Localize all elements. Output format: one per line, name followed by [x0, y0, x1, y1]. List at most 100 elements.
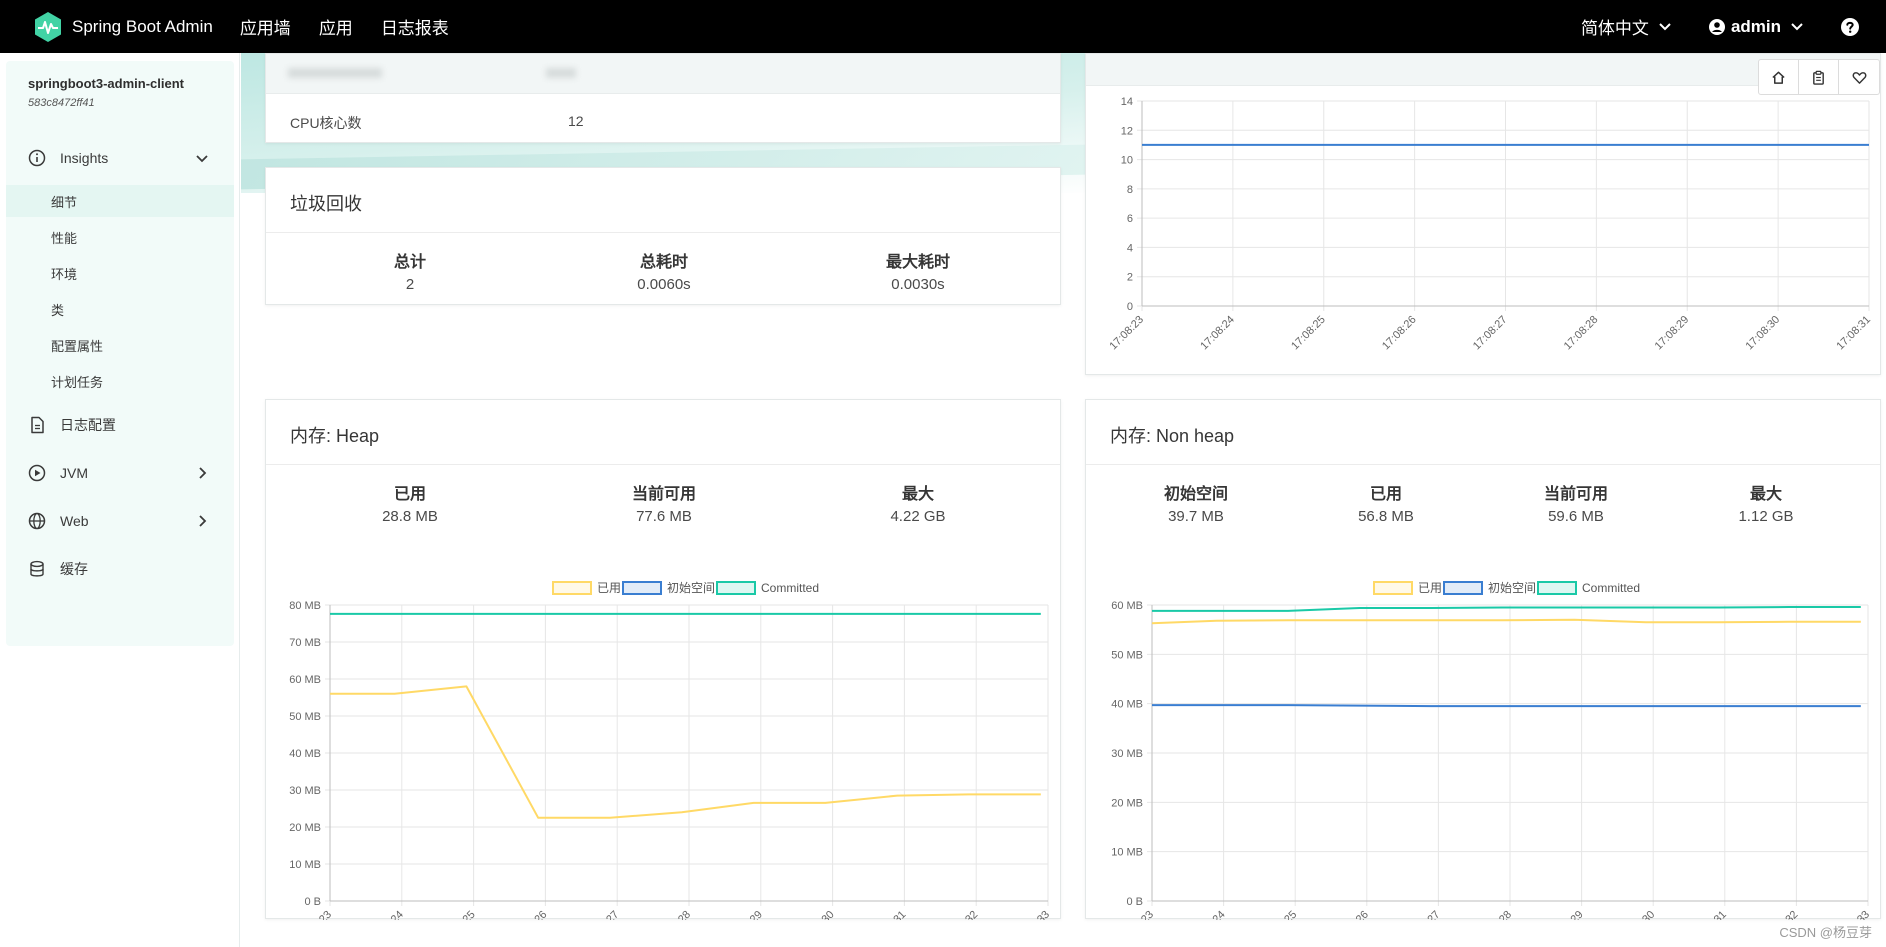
y-tick-label: 20 MB: [1111, 797, 1143, 809]
x-tick-label: 17:08:29: [1547, 909, 1586, 920]
y-tick-label: 30 MB: [1111, 748, 1143, 760]
legend-swatch: [1443, 581, 1483, 595]
sidebar-item-cache[interactable]: 缓存: [6, 549, 234, 589]
series-line-已用: [330, 685, 1041, 819]
health-button[interactable]: [1839, 60, 1879, 94]
y-tick-label: 4: [1127, 242, 1133, 254]
sidebar-item-config-props[interactable]: 配置属性: [51, 338, 104, 354]
home-button[interactable]: [1759, 60, 1799, 94]
sidebar-group-label: Web: [60, 513, 89, 529]
legend-label: 初始空间: [1488, 581, 1536, 595]
nav-link-applications[interactable]: 应用: [318, 19, 353, 38]
stat-value: 59.6 MB: [1548, 508, 1604, 525]
play-circle-icon: [28, 464, 46, 482]
y-tick-label: 12: [1121, 125, 1133, 137]
x-tick-label: 17:08:26: [1332, 909, 1371, 920]
question-circle-icon: [1841, 17, 1859, 36]
y-tick-label: 80 MB: [289, 600, 321, 612]
x-tick-label: 17:08:24: [367, 909, 406, 920]
y-tick-label: 8: [1127, 184, 1133, 196]
x-tick-label: 17:08:30: [798, 909, 837, 920]
nonheap-stat-max: 最大 1.12 GB: [1666, 480, 1866, 525]
stat-label: 已用: [1369, 486, 1402, 503]
chevron-down-icon: [1791, 22, 1803, 30]
threads-chart: 17:08:23 17:08:24 17:08:25 17:08:26 17:08:27…: [1107, 96, 1873, 353]
x-tick-label: 17:08:26: [511, 909, 550, 920]
instance-id: 583c8472ff41: [28, 97, 95, 109]
y-tick-label: 40 MB: [1111, 699, 1143, 711]
y-tick-label: 30 MB: [289, 785, 321, 797]
database-icon: [30, 560, 44, 577]
chevron-right-icon: [199, 515, 207, 527]
info-circle-icon: [28, 149, 46, 167]
sidebar-item-label: 缓存: [60, 561, 88, 577]
gc-stat-count: 总计 2: [310, 248, 510, 293]
sidebar-item-scheduled-tasks[interactable]: 计划任务: [51, 374, 104, 390]
sidebar-group-label: JVM: [60, 465, 88, 481]
heart-icon: [1852, 71, 1866, 84]
y-tick-label: 10: [1121, 155, 1133, 167]
nonheap-stat-used: 已用 56.8 MB: [1286, 480, 1486, 525]
instance-toolbar: [1758, 59, 1880, 95]
home-icon: [1772, 71, 1785, 84]
clipboard-button[interactable]: [1799, 60, 1839, 94]
language-selector[interactable]: 简体中文: [1581, 14, 1671, 39]
y-tick-label: 70 MB: [289, 637, 321, 649]
legend-label: 已用: [1418, 581, 1442, 595]
heap-stat-max: 最大 4.22 GB: [818, 480, 1018, 525]
globe-icon: [28, 512, 46, 530]
threads-card: 17:08:23 17:08:24 17:08:25 17:08:26 17:08:27…: [1085, 53, 1881, 375]
stat-label: 初始空间: [1163, 486, 1228, 503]
sidebar-item-beans[interactable]: 类: [51, 302, 65, 318]
x-tick-label: 17:08:24: [1189, 909, 1228, 920]
heap-card-title: 内存: Heap: [290, 426, 380, 446]
user-name: admin: [1730, 16, 1781, 36]
x-tick-label: 17:08:30: [1619, 909, 1658, 920]
x-tick-label: 17:08:23: [295, 909, 334, 920]
nav-link-wallboard[interactable]: 应用墙: [239, 19, 291, 38]
sidebar-item-details[interactable]: 细节: [6, 185, 234, 217]
y-tick-label: 50 MB: [1111, 649, 1143, 661]
x-tick-label: 17:08:31: [870, 909, 909, 920]
gc-stat-max-time: 最大耗时 0.0030s: [818, 248, 1018, 293]
stat-value: 0.0060s: [637, 276, 691, 293]
heap-chart: 17:08:23 17:08:24 17:08:25 17:08:26 17:08:27…: [289, 581, 1052, 920]
brand[interactable]: Spring Boot Admin: [32, 0, 213, 53]
stat-value: 39.7 MB: [1168, 508, 1224, 525]
sidebar-item-log-config[interactable]: 日志配置: [6, 405, 234, 445]
gc-stat-total-time: 总耗时 0.0060s: [564, 248, 764, 293]
sidebar-group-web[interactable]: Web: [6, 501, 234, 541]
stat-label: 已用: [393, 486, 426, 503]
x-tick-label: 17:08:24: [1198, 314, 1237, 353]
sidebar-group-jvm[interactable]: JVM: [6, 453, 234, 493]
y-tick-label: 0 B: [304, 896, 321, 908]
help-button[interactable]: [1841, 17, 1859, 36]
chevron-right-icon: [199, 467, 207, 479]
sidebar-item-metrics[interactable]: 性能: [51, 230, 78, 246]
top-navbar: Spring Boot Admin 应用墙 应用 日志报表 简体中文 admin: [0, 0, 1886, 53]
x-tick-label: 17:08:32: [1762, 909, 1801, 920]
legend-label: 已用: [597, 581, 621, 595]
y-tick-label: 60 MB: [289, 674, 321, 686]
user-menu[interactable]: admin: [1708, 16, 1803, 37]
sidebar-item-environment[interactable]: 环境: [51, 266, 78, 282]
brand-title: Spring Boot Admin: [72, 16, 213, 36]
stat-label: 总耗时: [639, 254, 688, 271]
x-tick-label: 17:08:27: [583, 909, 622, 920]
stat-value: 4.22 GB: [890, 508, 946, 525]
y-tick-label: 50 MB: [289, 711, 321, 723]
clipboard-icon: [1813, 70, 1824, 85]
nav-link-log-report[interactable]: 日志报表: [380, 19, 449, 38]
file-icon: [31, 416, 44, 434]
y-tick-label: 10 MB: [289, 859, 321, 871]
series-line-初始空间: [1152, 704, 1861, 708]
legend-swatch: [1373, 581, 1413, 595]
x-tick-label: 17:08:27: [1404, 909, 1443, 920]
spring-boot-admin-logo-icon: [35, 11, 61, 42]
x-tick-label: 17:08:23: [1107, 314, 1146, 353]
language-label: 简体中文: [1580, 19, 1649, 38]
legend-label: 初始空间: [667, 581, 715, 595]
sidebar-group-insights[interactable]: Insights: [6, 138, 234, 178]
y-tick-label: 10 MB: [1111, 847, 1143, 859]
x-tick-label: 17:08:31: [1834, 314, 1873, 353]
